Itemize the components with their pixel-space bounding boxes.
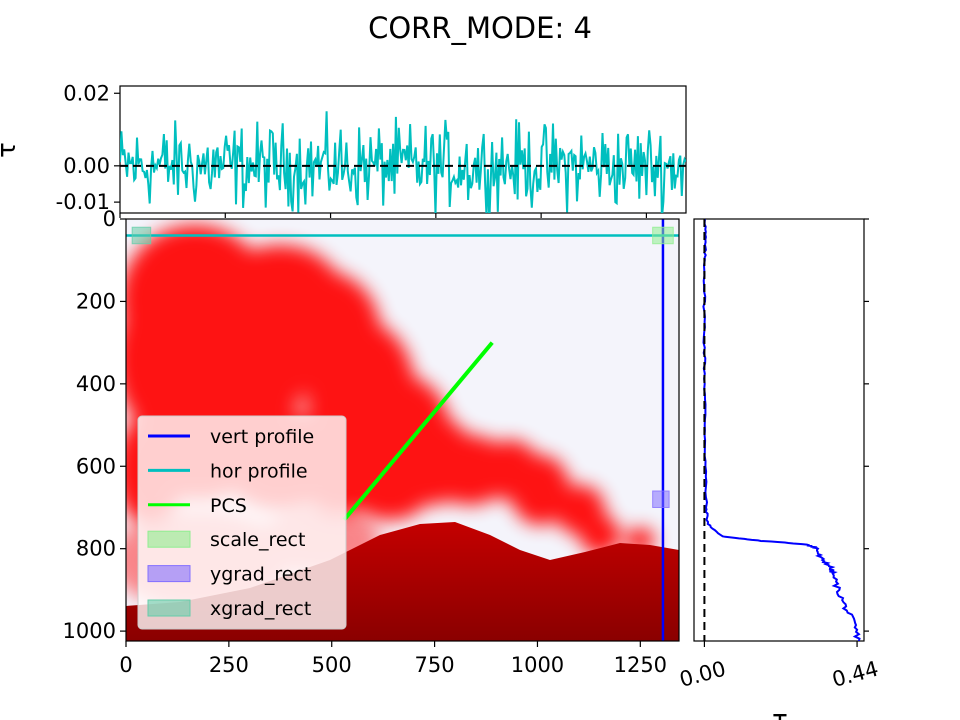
main-y-tick-label: 1000 bbox=[63, 619, 116, 643]
legend-entry: hor profile bbox=[148, 460, 308, 482]
top-y-axis-label: τ bbox=[0, 142, 22, 158]
legend-patch-swatch bbox=[147, 530, 191, 548]
pcs-line bbox=[342, 341, 494, 522]
legend-patch-swatch bbox=[147, 565, 191, 583]
legend-entry: scale_rect bbox=[147, 529, 305, 551]
legend-label: PCS bbox=[210, 495, 247, 517]
main-y-tick-label: 600 bbox=[76, 454, 116, 478]
legend-entry: vert profile bbox=[148, 426, 314, 448]
main-x-tick-label: 1250 bbox=[614, 653, 667, 677]
legend-label: hor profile bbox=[210, 460, 308, 482]
scale-rect bbox=[652, 226, 674, 245]
main-y-tick-label: 0 bbox=[103, 207, 116, 231]
main-y-tick-label: 800 bbox=[76, 537, 116, 561]
top-y-tick-label: 0.00 bbox=[63, 154, 110, 178]
ygrad-rect bbox=[652, 490, 670, 508]
top-y-tick-label: 0.02 bbox=[63, 81, 110, 105]
main-x-tick-label: 0 bbox=[119, 653, 132, 677]
xgrad-rect bbox=[131, 226, 152, 245]
right-x-tick-label: 0.00 bbox=[677, 657, 728, 692]
right-x-axis-label: τ bbox=[772, 705, 788, 720]
main-image-panel: 0 250 500 750 1000 1250 0 200 400 600 800 1000 ver… bbox=[63, 207, 680, 677]
main-x-tick-label: 1000 bbox=[511, 653, 564, 677]
legend-label: ygrad_rect bbox=[210, 564, 311, 586]
legend: vert profile hor profile PCS scale_rectygra… bbox=[137, 415, 347, 630]
top-y-ticks: 0.02 0.00 -0.01 bbox=[56, 81, 648, 218]
main-y-tick-label: 200 bbox=[76, 289, 116, 313]
main-y-tick-label: 400 bbox=[76, 372, 116, 396]
top-y-tick-label: -0.01 bbox=[56, 190, 110, 214]
right-y-ticks bbox=[864, 218, 869, 632]
main-x-ticks: 0 250 500 750 1000 1250 bbox=[119, 641, 667, 677]
legend-entry: ygrad_rect bbox=[147, 564, 311, 586]
legend-label: xgrad_rect bbox=[210, 598, 311, 620]
right-x-ticks: 0.00 0.44 bbox=[677, 641, 881, 692]
right-vert-profile-line bbox=[702, 219, 861, 641]
right-x-tick-label: 0.44 bbox=[830, 657, 881, 692]
main-x-tick-label: 250 bbox=[209, 653, 249, 677]
legend-label: scale_rect bbox=[210, 529, 305, 551]
main-x-tick-label: 750 bbox=[415, 653, 455, 677]
legend-patch-swatch bbox=[147, 599, 191, 617]
legend-entry: PCS bbox=[148, 495, 247, 517]
figure-title: CORR_MODE: 4 bbox=[368, 11, 592, 45]
legend-entry: xgrad_rect bbox=[147, 598, 311, 620]
main-y-ticks: 0 200 400 600 800 1000 bbox=[63, 207, 126, 643]
right-profile-panel: 0.00 0.44 τ bbox=[677, 218, 881, 720]
right-panel-frame bbox=[693, 218, 865, 642]
main-panel-frame bbox=[125, 218, 680, 642]
legend-label: vert profile bbox=[210, 426, 314, 448]
main-x-tick-label: 500 bbox=[312, 653, 352, 677]
top-profile-panel: 0.02 0.00 -0.01 τ bbox=[0, 81, 687, 218]
top-hor-profile-line bbox=[120, 111, 686, 213]
